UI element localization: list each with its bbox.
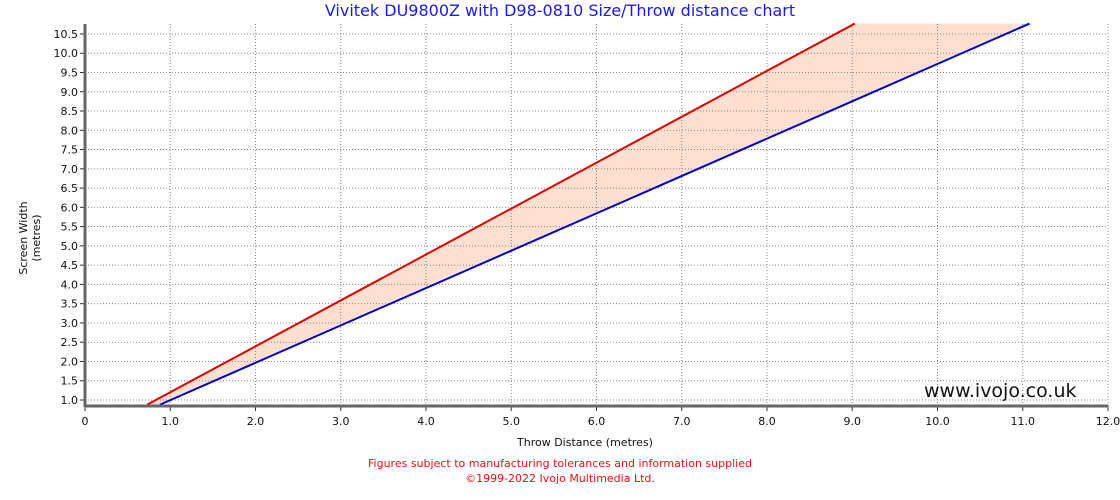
y-tick-label: 10.5	[54, 28, 79, 41]
throw-range-fill	[147, 23, 1030, 405]
y-tick-label: 2.0	[61, 355, 79, 368]
y-tick-label: 2.5	[61, 336, 79, 349]
footer-disclaimer: Figures subject to manufacturing toleran…	[368, 457, 752, 470]
y-tick-label: 7.5	[61, 144, 79, 157]
x-tick-label: 2.0	[247, 415, 265, 428]
chart-title: Vivitek DU9800Z with D98-0810 Size/Throw…	[324, 1, 796, 20]
y-tick-label: 4.5	[61, 259, 79, 272]
y-tick-label: 5.0	[61, 240, 79, 253]
watermark: www.ivojo.co.uk	[924, 380, 1077, 402]
x-tick-label: 3.0	[332, 415, 350, 428]
y-tick-label: 8.0	[61, 124, 79, 137]
x-tick-label: 11.0	[1011, 415, 1036, 428]
y-tick-label: 6.5	[61, 182, 79, 195]
y-tick-label: 7.0	[61, 163, 79, 176]
x-tick-label: 0	[82, 415, 89, 428]
x-tick-label: 7.0	[673, 415, 691, 428]
x-tick-label: 8.0	[758, 415, 776, 428]
y-tick-label: 3.0	[61, 317, 79, 330]
x-axis-label: Throw Distance (metres)	[517, 436, 653, 449]
y-tick-label: 9.0	[61, 86, 79, 99]
x-tick-label: 4.0	[417, 415, 435, 428]
x-tick-label: 12.0	[1096, 415, 1120, 428]
y-tick-label: 4.0	[61, 278, 79, 291]
x-tick-label: 10.0	[925, 415, 950, 428]
y-tick-label: 5.5	[61, 221, 79, 234]
min-throw-line	[146, 22, 856, 406]
x-tick-label: 1.0	[162, 415, 180, 428]
x-tick-label: 9.0	[844, 415, 862, 428]
y-tick-label: 8.5	[61, 105, 79, 118]
y-tick-label: 6.0	[61, 201, 79, 214]
x-tick-label: 5.0	[503, 415, 521, 428]
x-tick-label: 6.0	[588, 415, 606, 428]
y-tick-label: 1.5	[61, 375, 79, 388]
y-tick-label: 10.0	[54, 47, 79, 60]
y-tick-label: 1.0	[61, 394, 79, 407]
y-tick-label: 3.5	[61, 298, 79, 311]
y-axis-label: Screen Width (metres)	[17, 201, 43, 275]
footer-copyright: ©1999-2022 Ivojo Multimedia Ltd.	[465, 472, 655, 485]
max-throw-line	[159, 22, 1030, 406]
y-tick-label: 9.5	[61, 66, 79, 79]
